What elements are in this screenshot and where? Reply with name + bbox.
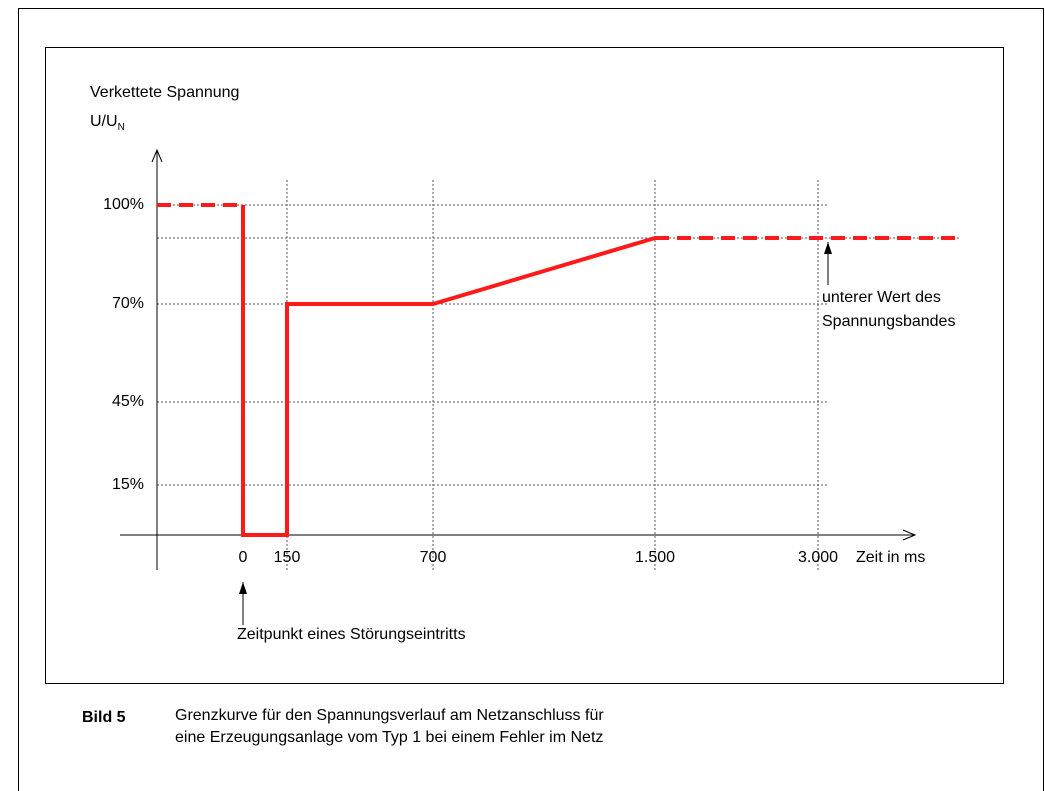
annotation: Spannungsbandes: [822, 313, 955, 330]
x-tick-label: 700: [420, 549, 447, 566]
annotation: unterer Wert des: [822, 289, 941, 306]
x-tick-label: 1.500: [635, 549, 675, 566]
y-arrow: [151, 148, 163, 163]
grid: [157, 180, 960, 570]
figure-frame: [45, 47, 1004, 684]
caption-text: Grenzkurve für den Spannungsverlauf am N…: [175, 707, 604, 724]
y-tick-label: 45%: [112, 393, 144, 410]
curve: [157, 203, 960, 537]
x-arrow: [902, 529, 917, 541]
y-unit-sub: N: [118, 122, 125, 133]
y-unit: U/UN: [90, 113, 125, 132]
caption-label: Bild 5: [82, 709, 126, 726]
axes: [120, 148, 917, 570]
x-tick-label: 150: [274, 549, 301, 566]
arrow-head: [824, 242, 832, 254]
caption-text: eine Erzeugungsanlage vom Typ 1 bei eine…: [175, 729, 603, 746]
y-unit-main: U/U: [90, 113, 118, 130]
curve-solid: [241, 205, 656, 537]
y-title: Verkettete Spannung: [90, 84, 239, 101]
arrow-head: [239, 582, 247, 594]
y-tick-label: 70%: [112, 295, 144, 312]
y-tick-label: 15%: [112, 476, 144, 493]
page-border: [18, 8, 1044, 791]
annotation: Zeitpunkt eines Störungseintritts: [237, 626, 466, 643]
y-tick-label: 100%: [103, 196, 144, 213]
x-tick-label: 3.000: [798, 549, 838, 566]
x-tick-label: 0: [239, 549, 248, 566]
x-title: Zeit in ms: [856, 549, 925, 566]
